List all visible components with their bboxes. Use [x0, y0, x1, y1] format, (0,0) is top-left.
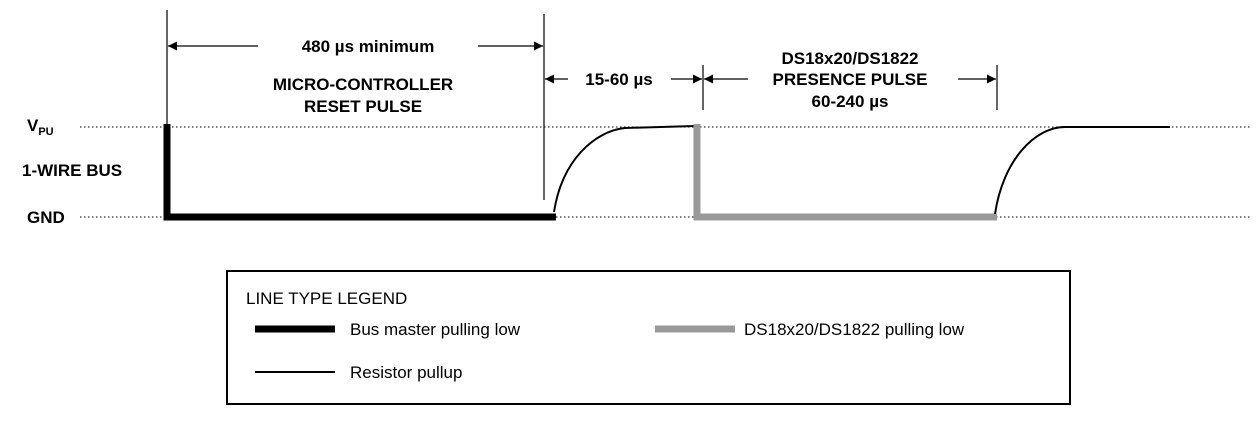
legend-title: LINE TYPE LEGEND [246, 289, 407, 308]
legend-box [226, 270, 1071, 405]
reset-title-line1: MICRO-CONTROLLER [273, 75, 453, 94]
legend-bus-master-label: Bus master pulling low [350, 320, 521, 339]
reset-title-line2: RESET PULSE [304, 97, 422, 116]
bus-label: 1-WIRE BUS [22, 161, 122, 180]
legend-pullup-label: Resistor pullup [350, 363, 462, 382]
presence-line2: PRESENCE PULSE [773, 70, 928, 89]
bus-master-waveform [163, 124, 556, 221]
gnd-label: GND [27, 208, 65, 227]
wait-label: 15-60 µs [585, 70, 652, 89]
presence-line1: DS18x20/DS1822 [781, 49, 918, 68]
presence-line3: 60-240 µs [812, 92, 889, 111]
vpu-label: VPU [27, 116, 54, 138]
reset-duration-label: 480 µs minimum [302, 37, 435, 56]
slave-presence-waveform [693, 124, 997, 221]
legend-slave-label: DS18x20/DS1822 pulling low [744, 320, 965, 339]
pullup-rise-2 [994, 126, 1170, 215]
pullup-rise-1 [553, 125, 696, 213]
